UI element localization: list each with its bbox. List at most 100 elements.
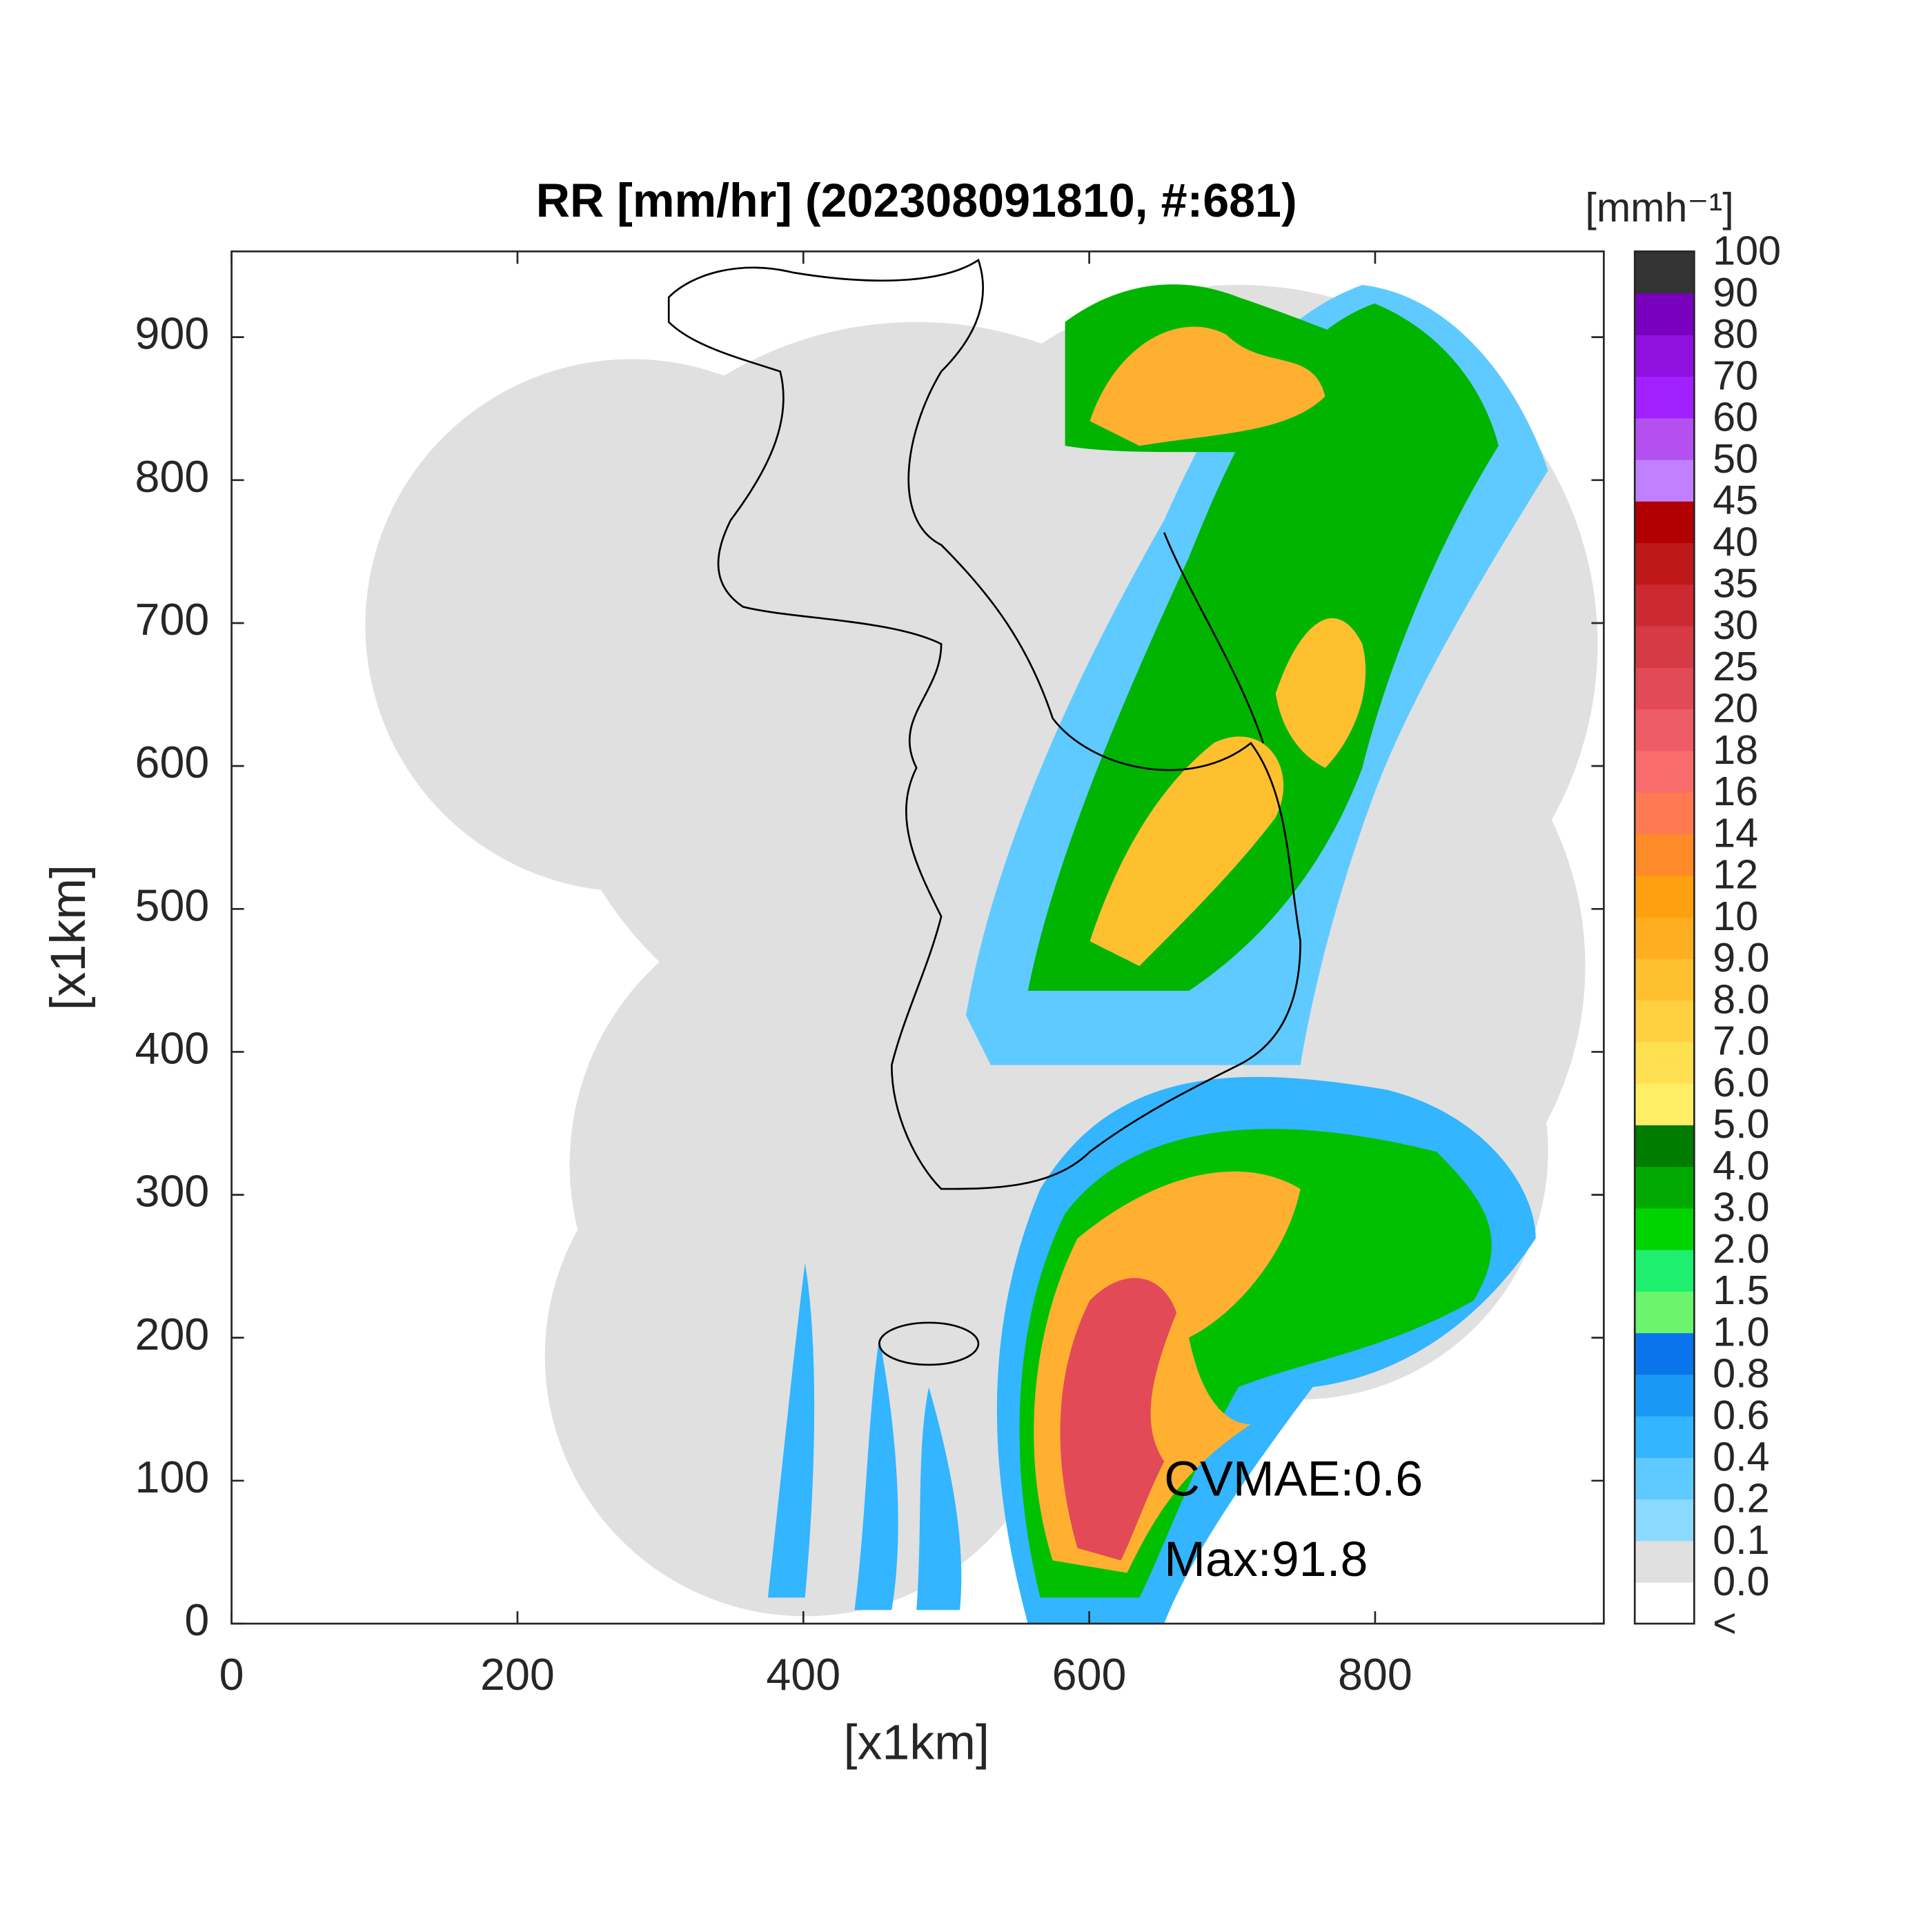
- colorbar-bin: [1635, 958, 1695, 1001]
- colorbar-label: 0.0: [1713, 1558, 1769, 1604]
- colorbar-label: 90: [1713, 269, 1758, 315]
- plot-frame: [230, 250, 1605, 1625]
- colorbar-bin: [1635, 1249, 1695, 1292]
- y-tick-label: 200: [135, 1310, 210, 1359]
- colorbar-bin: [1635, 417, 1695, 460]
- x-tick-label: 200: [480, 1650, 555, 1699]
- colorbar-bin: [1635, 459, 1695, 502]
- colorbar-bin: [1635, 709, 1695, 751]
- colorbar-label: 1.0: [1713, 1308, 1769, 1354]
- island: [878, 1321, 980, 1366]
- colorbar-bin: [1635, 1499, 1695, 1541]
- colorbar-bin: [1635, 542, 1695, 585]
- colorbar-bin: [1635, 1166, 1695, 1209]
- rain-band: [767, 1263, 815, 1598]
- colorbar-bin: [1635, 1332, 1695, 1375]
- colorbar-bin: [1635, 1000, 1695, 1043]
- annotation: CVMAE:0.6: [1164, 1451, 1423, 1506]
- rain-band: [854, 1337, 898, 1610]
- x-tick-label: 600: [1052, 1650, 1127, 1699]
- colorbar-frame: [1633, 250, 1695, 1625]
- rain-red: [1060, 1278, 1177, 1561]
- colorbar-label: 60: [1713, 394, 1758, 440]
- colorbar-label: 35: [1713, 560, 1758, 607]
- radar-field: [365, 284, 1598, 1624]
- colorbar-bin: [1635, 1415, 1695, 1458]
- y-axis-label: [x1km]: [41, 865, 96, 1010]
- colorbar-label: 0.4: [1713, 1433, 1769, 1479]
- colorbar-bin: [1635, 1083, 1695, 1125]
- colorbar-bin: [1635, 376, 1695, 419]
- colorbar-label: 16: [1713, 768, 1758, 814]
- colorbar-label: 70: [1713, 352, 1758, 398]
- colorbar-label: 14: [1713, 809, 1758, 856]
- colorbar-bin: [1635, 251, 1695, 294]
- y-tick-label: 700: [135, 595, 210, 644]
- colorbar-label: 40: [1713, 518, 1758, 564]
- colorbar-label: 8.0: [1713, 976, 1769, 1022]
- y-tick-label: 500: [135, 880, 210, 930]
- colorbar-label: 0.2: [1713, 1475, 1769, 1521]
- colorbar-bin: [1635, 1041, 1695, 1084]
- colorbar-bin: [1635, 1124, 1695, 1167]
- rain-green: [1027, 303, 1499, 991]
- colorbar-bin: [1635, 1290, 1695, 1334]
- border: [1163, 532, 1265, 744]
- rain-band: [916, 1387, 962, 1610]
- colorbar-bin: [1635, 334, 1695, 377]
- colorbar-label: 12: [1713, 851, 1758, 898]
- colorbar-label: 2.0: [1713, 1225, 1769, 1272]
- colorbar-label: 25: [1713, 643, 1758, 689]
- y-tick-label: 900: [135, 309, 210, 359]
- colorbar-label: 0.1: [1713, 1517, 1769, 1563]
- colorbar-bin: [1635, 625, 1695, 668]
- colorbar-bin: [1635, 1457, 1695, 1500]
- colorbar-bin: [1635, 875, 1695, 918]
- colorbar-label: 4.0: [1713, 1142, 1769, 1188]
- colorbar-label: 100: [1713, 228, 1781, 274]
- colorbar-bin: [1635, 584, 1695, 627]
- colorbar-label: 18: [1713, 727, 1758, 773]
- colorbar-bin: [1635, 1540, 1695, 1583]
- rain-orange: [1090, 326, 1325, 446]
- y-tick-label: 300: [135, 1167, 210, 1216]
- colorbar-label: 10: [1713, 893, 1758, 939]
- colorbar-bin: [1635, 1581, 1695, 1624]
- colorbar-label: 6.0: [1713, 1059, 1769, 1105]
- colorbar-label: 9.0: [1713, 934, 1769, 980]
- colorbar-label: 45: [1713, 477, 1758, 523]
- chart-title: RR [mm/hr] (202308091810, #:681): [536, 175, 1297, 227]
- colorbar-bin: [1635, 500, 1695, 544]
- y-tick-label: 600: [135, 738, 210, 787]
- y-tick-label: 800: [135, 452, 210, 502]
- colorbar-label: 0.6: [1713, 1392, 1769, 1438]
- annotation: Max:91.8: [1164, 1532, 1368, 1587]
- colorbar-bin: [1635, 1208, 1695, 1250]
- x-axis-label: [x1km]: [844, 1715, 989, 1771]
- colorbar-title: [mmh⁻¹]: [1585, 184, 1733, 230]
- colorbar-label: 20: [1713, 684, 1758, 731]
- colorbar-label: 0.8: [1713, 1350, 1769, 1397]
- colorbar-label: 80: [1713, 310, 1758, 357]
- colorbar-bin: [1635, 750, 1695, 793]
- colorbar-label: 5.0: [1713, 1101, 1769, 1147]
- colorbar-label: <: [1713, 1599, 1737, 1646]
- coast: [667, 258, 1301, 1190]
- x-tick-label: 400: [766, 1650, 840, 1699]
- colorbar-bin: [1635, 791, 1695, 834]
- colorbar-bin: [1635, 916, 1695, 959]
- rain-orange: [1090, 736, 1284, 966]
- colorbar-bin: [1635, 667, 1695, 710]
- y-tick-label: 100: [135, 1452, 210, 1502]
- colorbar-label: 30: [1713, 602, 1758, 648]
- coastline: [667, 258, 1301, 1366]
- colorbar-bin: [1635, 293, 1695, 335]
- x-tick-label: 800: [1338, 1650, 1412, 1699]
- y-tick-label: 400: [135, 1024, 210, 1074]
- colorbar-label: 7.0: [1713, 1018, 1769, 1064]
- rain-orange: [1275, 618, 1366, 768]
- y-tick-label: 0: [184, 1595, 209, 1645]
- colorbar-label: 1.5: [1713, 1267, 1769, 1313]
